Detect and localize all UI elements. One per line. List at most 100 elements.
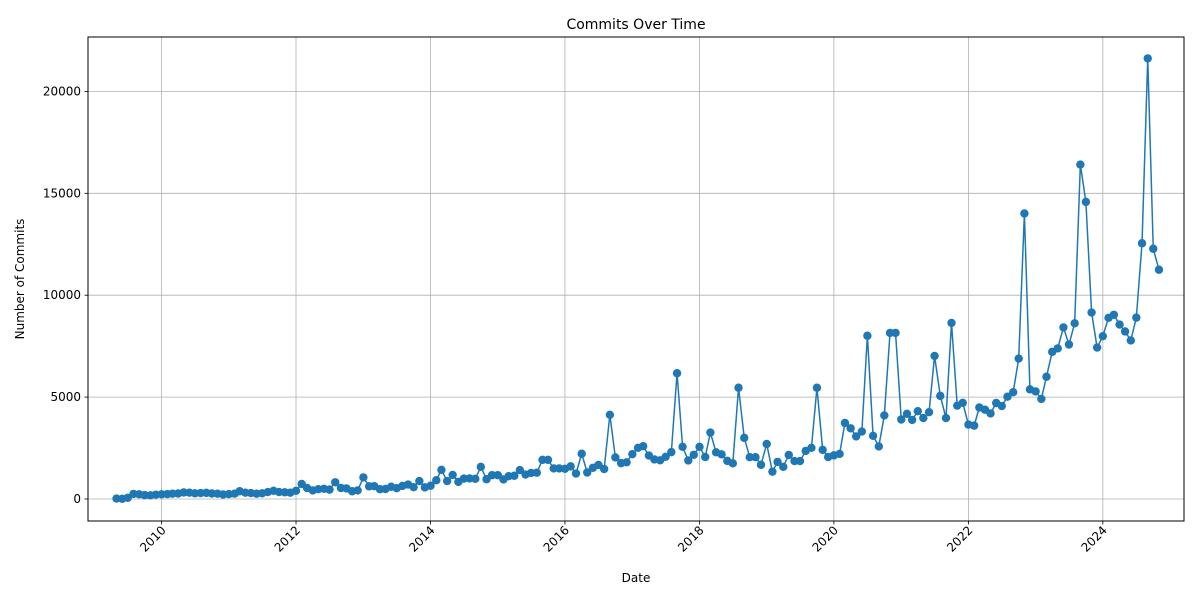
data-point [409, 482, 418, 492]
y-tick-label: 20000 [43, 84, 81, 98]
y-tick-label: 15000 [43, 186, 81, 200]
data-point [846, 424, 855, 433]
data-point [936, 391, 945, 401]
data-point [1137, 239, 1147, 248]
data-point [924, 407, 934, 417]
data-point [1120, 327, 1130, 336]
data-point [359, 473, 368, 482]
data-point [1070, 319, 1079, 328]
data-point [734, 383, 743, 392]
data-point [1109, 310, 1119, 319]
data-point [543, 455, 553, 465]
data-point [689, 450, 698, 459]
data-point [751, 453, 760, 462]
data-point [471, 474, 480, 484]
data-point [661, 452, 670, 462]
data-point [919, 413, 928, 423]
data-point [902, 409, 912, 419]
data-point [577, 449, 586, 458]
data-point [880, 411, 889, 420]
data-point [667, 447, 676, 457]
y-tick-label: 10000 [43, 288, 81, 302]
data-point [756, 460, 766, 469]
data-point [628, 449, 637, 459]
chart-title: Commits Over Time [566, 17, 705, 33]
data-point [851, 432, 861, 441]
data-point [599, 464, 609, 474]
data-point [1092, 343, 1102, 352]
data-point [515, 465, 525, 475]
data-point [638, 442, 648, 451]
data-point [773, 457, 782, 467]
data-point [784, 450, 793, 460]
data-point [795, 456, 805, 466]
data-point [1154, 265, 1164, 274]
data-point [678, 442, 687, 452]
plot-frame [87, 36, 1185, 522]
data-point [740, 433, 749, 443]
data-point [907, 415, 917, 425]
data-point [1098, 331, 1108, 341]
data-point [969, 421, 979, 430]
data-point [1126, 336, 1136, 345]
data-point [532, 468, 541, 477]
data-point [1014, 354, 1023, 363]
data-point [672, 369, 682, 378]
data-point [1037, 394, 1046, 404]
data-point [1042, 372, 1051, 381]
data-point [442, 476, 452, 486]
data-point [1143, 54, 1152, 63]
data-point [958, 398, 967, 407]
data-point [476, 462, 486, 471]
data-point [728, 459, 738, 468]
data-point [695, 442, 704, 452]
data-point [415, 476, 424, 486]
data-point [701, 452, 710, 462]
y-axis-label: Number of Commits [13, 219, 27, 340]
data-point [913, 406, 923, 416]
x-axis-label: Date [622, 571, 651, 585]
data-point [930, 351, 939, 361]
data-point [874, 442, 883, 451]
data-point [448, 470, 457, 480]
data-point [812, 383, 822, 392]
data-point [1031, 387, 1040, 396]
data-point [1081, 197, 1091, 207]
data-point [605, 410, 615, 420]
data-point [426, 481, 435, 490]
series-commits [112, 54, 1164, 503]
data-point [1076, 160, 1085, 169]
data-point [684, 456, 693, 465]
data-point [353, 486, 362, 495]
data-point [835, 449, 844, 459]
data-point [1053, 344, 1062, 353]
data-point [762, 439, 771, 449]
data-point [331, 478, 340, 487]
data-point [868, 431, 878, 441]
data-point [611, 453, 620, 462]
data-point [510, 471, 519, 480]
data-point [857, 427, 867, 436]
data-point [1115, 320, 1124, 329]
data-point [779, 462, 788, 471]
data-point [1064, 340, 1074, 349]
data-point [291, 486, 301, 496]
y-tick-label: 0 [73, 492, 81, 506]
grid-lines [88, 37, 1184, 521]
data-point [1003, 392, 1012, 401]
data-point [897, 415, 906, 424]
data-point [997, 401, 1006, 411]
data-point [1087, 308, 1096, 317]
data-point [622, 458, 631, 467]
data-point [437, 465, 446, 475]
data-point [493, 470, 502, 480]
data-point [583, 468, 592, 477]
data-point [1149, 244, 1158, 253]
data-point [717, 450, 726, 459]
data-point [706, 428, 715, 437]
data-point [768, 467, 777, 476]
y-tick-label: 5000 [50, 390, 81, 404]
data-point [325, 485, 334, 494]
